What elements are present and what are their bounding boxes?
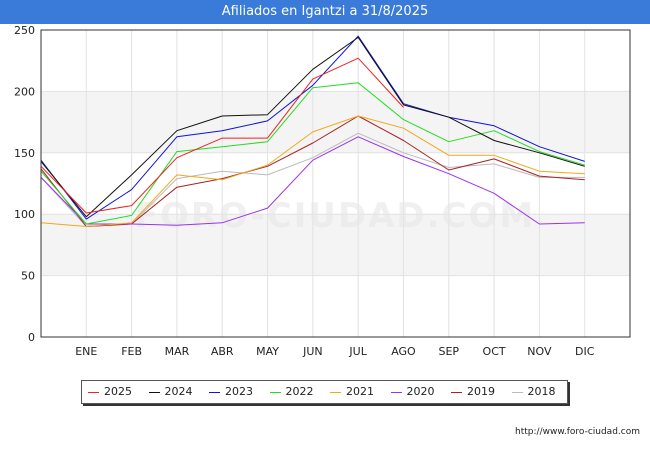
series-line-2022 [40, 82, 585, 225]
x-tick-label: SEP [438, 345, 459, 358]
legend-label: 2022 [285, 385, 314, 398]
x-tick-label: NOV [527, 345, 552, 358]
legend: 2025 2024 2023 2022 2021 2020 2019 2018 [81, 380, 568, 404]
legend-swatch [269, 391, 281, 393]
x-tick-label: FEB [121, 345, 142, 358]
y-tick-label: 200 [14, 85, 35, 98]
series-line-2021 [40, 115, 585, 227]
legend-item-2020: 2020 [390, 381, 435, 403]
legend-label: 2023 [225, 385, 253, 398]
legend-label: 2024 [164, 385, 193, 398]
legend-item-2018: 2018 [511, 381, 556, 403]
legend-swatch [88, 391, 99, 393]
x-tick-label: MAY [256, 345, 279, 358]
legend-swatch [209, 391, 220, 393]
x-tick-label: ABR [211, 345, 234, 358]
series-line-2024 [40, 36, 585, 218]
y-tick-label: 50 [21, 270, 35, 283]
plot-frame [40, 29, 631, 338]
x-tick-label: DIC [575, 345, 595, 358]
legend-label: 2019 [467, 385, 495, 398]
legend-label: 2018 [527, 385, 556, 398]
x-tick-label: OCT [483, 345, 506, 358]
y-tick-label: 100 [14, 208, 35, 221]
legend-swatch [390, 391, 402, 393]
x-tick-label: AGO [391, 345, 416, 358]
legend-item-2025: 2025 [88, 381, 132, 403]
source-credit: http://www.foro-ciudad.com [515, 427, 640, 437]
legend-swatch [148, 391, 160, 393]
x-tick-label: ENE [75, 345, 97, 358]
line-chart: FORO-CIUDAD.COM 0 50 100 150 200 250 ENE FEB MA… [14, 24, 631, 358]
grid-band [41, 91, 630, 153]
legend-item-2019: 2019 [451, 381, 495, 403]
y-tick-label: 150 [14, 147, 35, 160]
series-line-2025 [40, 57, 404, 214]
watermark: FORO-CIUDAD.COM [135, 196, 536, 236]
legend-swatch [330, 391, 341, 393]
chart-title: Afiliados en Igantzi a 31/8/2025 [0, 0, 650, 24]
y-tick-label: 250 [14, 24, 35, 37]
legend-item-2023: 2023 [209, 381, 253, 403]
legend-swatch [451, 391, 462, 393]
legend-item-2022: 2022 [269, 381, 314, 403]
x-tick-label: MAR [165, 345, 190, 358]
y-tick-label: 0 [28, 331, 35, 344]
legend-label: 2025 [104, 385, 132, 398]
legend-item-2021: 2021 [330, 381, 374, 403]
legend-label: 2020 [406, 385, 435, 398]
series-line-2023 [40, 35, 585, 220]
legend-item-2024: 2024 [148, 381, 193, 403]
x-tick-label: JUL [348, 345, 367, 358]
x-tick-label: JUN [302, 345, 323, 358]
series-line-2020 [40, 136, 585, 226]
legend-swatch [511, 391, 523, 393]
legend-label: 2021 [346, 385, 374, 398]
plot-background [41, 30, 630, 337]
